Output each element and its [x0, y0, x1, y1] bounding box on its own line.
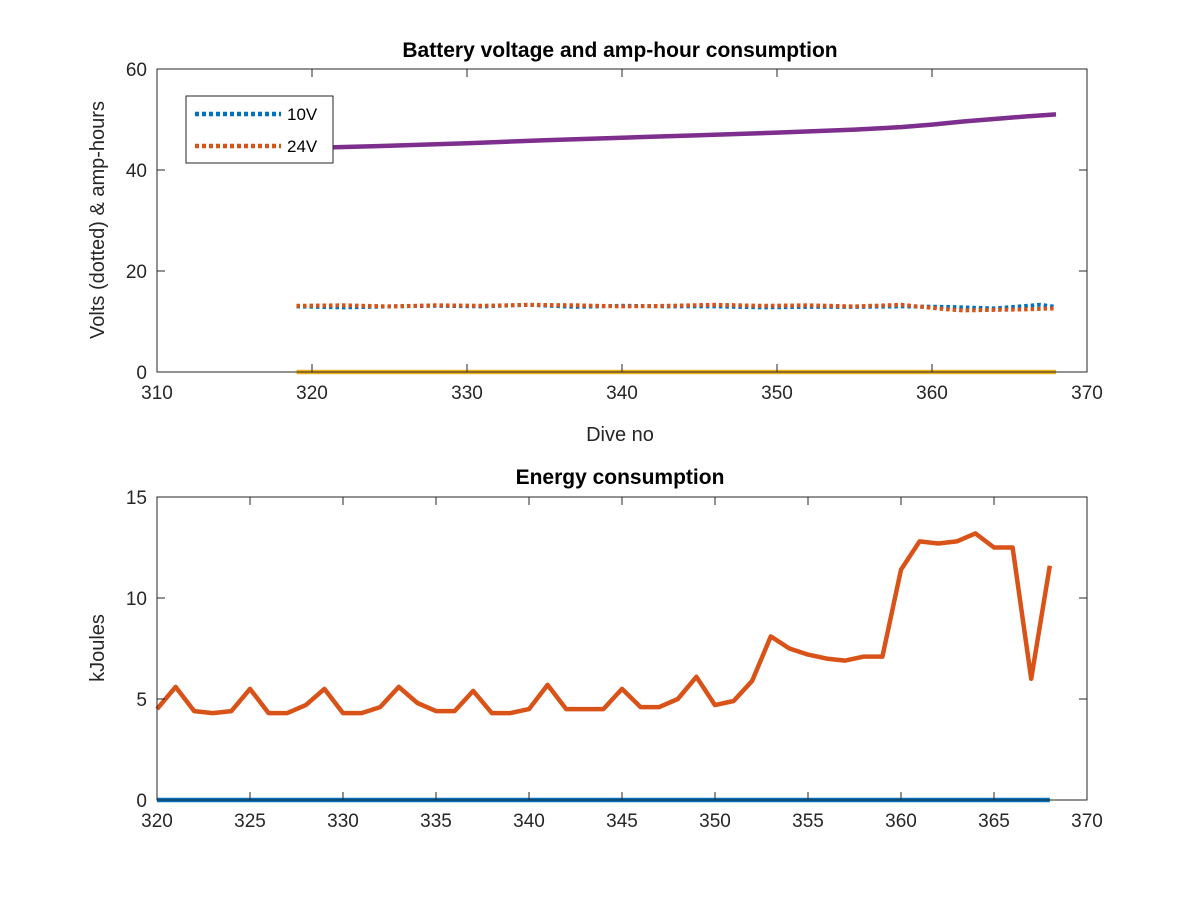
voltage-x-tick-label: 370: [1071, 383, 1103, 404]
legend-label-24v: 24V: [287, 137, 318, 156]
energy-x-tick-label: 345: [606, 811, 638, 832]
energy-y-tick-label: 5: [136, 690, 147, 711]
energy-line-series-1: [155, 531, 1053, 716]
energy-y-axis-label: kJoules: [87, 614, 109, 682]
voltage-x-tick-label: 350: [761, 383, 793, 404]
voltage-y-tick-label: 0: [136, 363, 147, 384]
energy-chart-title: Energy consumption: [516, 466, 725, 489]
voltage-x-tick-label: 360: [916, 383, 948, 404]
voltage-line-24v: [296, 302, 1057, 313]
voltage-x-tick-label: 330: [451, 383, 483, 404]
voltage-y-axis-label: Volts (dotted) & amp-hours: [87, 101, 109, 339]
voltage-y-tick-label: 60: [126, 60, 147, 81]
legend-label-10v: 10V: [287, 105, 318, 124]
voltage-chart-title: Battery voltage and amp-hour consumption: [402, 39, 837, 62]
voltage-x-tick-label: 340: [606, 383, 638, 404]
voltage-x-tick-label: 310: [141, 383, 173, 404]
voltage-legend: 10V 24V: [185, 95, 334, 164]
energy-y-tick-label: 15: [126, 488, 147, 509]
voltage-ticks: 310 320 330 340 350 360 370 0 20 40 60: [126, 60, 1103, 404]
energy-x-tick-label: 370: [1071, 811, 1103, 832]
energy-x-tick-label: 335: [420, 811, 452, 832]
voltage-line-series-3: [296, 112, 1057, 151]
energy-x-tick-label: 325: [234, 811, 266, 832]
legend-box: [185, 95, 334, 164]
energy-x-tick-label: 365: [978, 811, 1010, 832]
energy-ticks: 320 325 330 335 340 345 350 355 360 365 370 0 5 10 15: [126, 488, 1103, 832]
voltage-amphour-axes: 310 320 330 340 350 360 370 0 20 40 60 Battery vol…: [87, 39, 1103, 446]
energy-x-tick-label: 355: [792, 811, 824, 832]
energy-x-tick-label: 360: [885, 811, 917, 832]
energy-axes: 320 325 330 335 340 345 350 355 360 365 370051015 …: [87, 466, 1103, 832]
voltage-y-tick-label: 20: [126, 262, 147, 283]
energy-x-tick-label: 320: [141, 811, 173, 832]
energy-x-tick-label: 330: [327, 811, 359, 832]
energy-x-tick-label: 340: [513, 811, 545, 832]
energy-x-tick-label: 350: [699, 811, 731, 832]
voltage-x-tick-label: 320: [296, 383, 328, 404]
energy-y-tick-label: 0: [136, 791, 147, 812]
voltage-x-axis-label: Dive no: [586, 424, 654, 446]
voltage-y-tick-label: 40: [126, 161, 147, 182]
energy-y-tick-label: 10: [126, 589, 147, 610]
